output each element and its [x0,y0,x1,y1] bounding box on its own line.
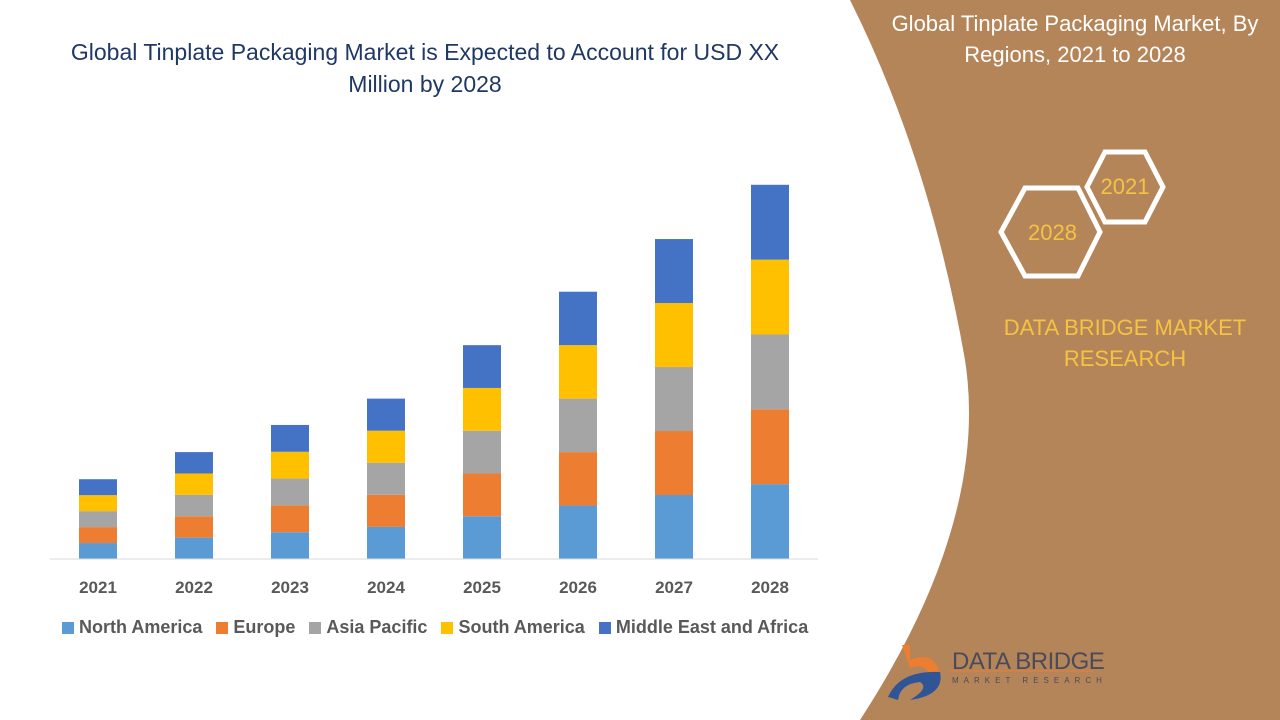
legend-item: North America [62,617,202,638]
x-tick-label: 2022 [175,578,213,597]
x-tick-label: 2023 [271,578,309,597]
bar-segment [367,462,405,495]
side-panel [850,0,1280,720]
bar-segment [175,537,213,559]
bar-segment [367,526,405,559]
x-tick-label: 2027 [655,578,693,597]
side-panel-title: Global Tinplate Packaging Market, By Reg… [891,11,1259,67]
hex-label-2021: 2021 [1100,174,1150,199]
bar-segment [559,398,597,453]
bar-segment [751,184,789,260]
legend-item: Middle East and Africa [598,617,809,638]
bar-segment [271,424,309,452]
bar-segment [655,431,693,496]
legend-label: South America [458,617,585,637]
bar-segment [559,452,597,506]
bar-segment [655,495,693,559]
chart-legend: North America Europe Asia Pacific South Ame… [62,617,808,638]
chart-title: Global Tinplate Packaging Market is Expe… [70,39,780,97]
bar-segment [751,409,789,485]
bar-segment [463,430,501,474]
bar-segment [175,494,213,517]
bar-segment [655,303,693,368]
bar-segment [463,516,501,559]
bar-segment [655,239,693,304]
bar-segment [367,494,405,527]
bar-segment [79,527,117,544]
bar-segment [463,345,501,388]
chart-plot: 2021 2022 2023 2024 2025 2026 2027 2028 [50,184,818,597]
legend-label: Asia Pacific [326,617,428,637]
logo-icon [888,645,941,700]
legend-label: Europe [233,617,296,637]
bar-segment [559,345,597,399]
legend-item: Europe [216,617,295,638]
bar-segment [79,495,117,512]
bar-segment [79,543,117,559]
bar-segment [271,532,309,559]
bar-segment [559,291,597,346]
hexagon-2021 [1084,149,1166,225]
legend-swatch [62,621,74,634]
bar-segment [79,511,117,528]
bar-segment [271,478,309,506]
hex-label-2028: 2028 [1028,220,1077,245]
bar-segment [655,367,693,432]
bar-segment [559,505,597,559]
bar-segment [463,387,501,431]
legend-label: North America [79,617,203,637]
logo-text: DATA BRIDGE [952,648,1105,675]
bar-segment [367,398,405,431]
legend-swatch [441,621,454,634]
legend-swatch [598,621,611,634]
bar-segment [175,473,213,495]
bar-segment [463,473,501,517]
brand-name: DATA BRIDGE MARKET RESEARCH [1003,315,1247,371]
bar-segment [175,516,213,538]
x-tick-label: 2026 [559,578,597,597]
bar-segment [79,479,117,496]
bar-segment [751,484,789,559]
x-tick-label: 2021 [79,578,117,597]
logo-subtext: MARKET RESEARCH [952,676,1107,685]
bar-segment [271,505,309,533]
legend-swatch [309,621,322,634]
bar-segment [367,430,405,463]
legend-swatch [216,621,229,634]
x-tick-label: 2028 [751,578,789,597]
bar-segment [751,334,789,410]
legend-label: Middle East and Africa [615,617,809,637]
hexagon-2028 [998,185,1103,279]
bar-segment [271,451,309,479]
x-tick-label: 2025 [463,578,501,597]
bar-segment [175,452,213,474]
bar-segment [751,259,789,335]
x-tick-label: 2024 [367,578,405,597]
legend-item: Asia Pacific [309,617,427,638]
legend-item: South America [441,617,585,638]
